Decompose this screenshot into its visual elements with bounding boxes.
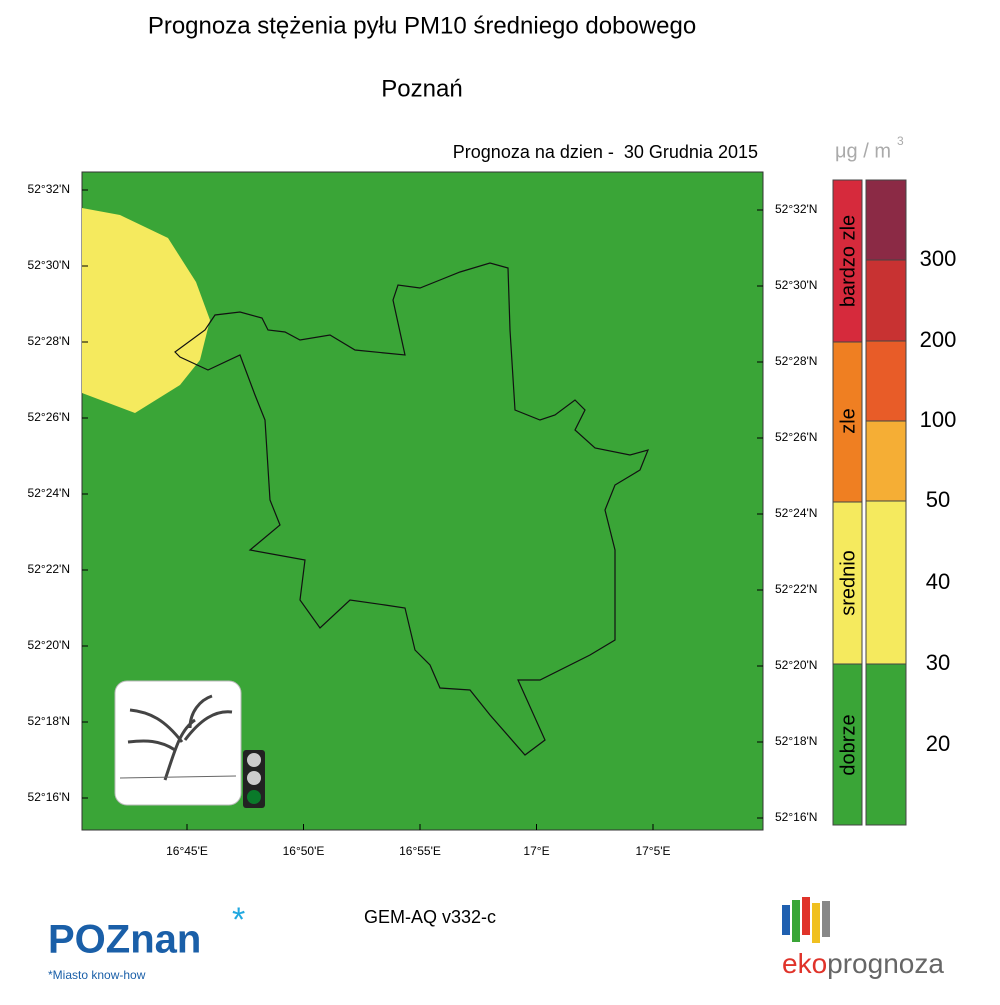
unit: μg / m [835, 140, 891, 162]
lat-label: 52°24'N [775, 506, 817, 520]
lat-label: 52°28'N [28, 334, 70, 348]
tagline-text: Miasto know-how [53, 968, 146, 982]
ekoprognoza-logo: ekoprognoza [782, 897, 944, 979]
category-label: srednio [837, 550, 859, 616]
category-label: bardzo zle [837, 215, 859, 307]
logo-bar [822, 901, 830, 937]
lat-label: 52°30'N [28, 258, 70, 272]
band [865, 259, 907, 342]
level-label: 20 [926, 731, 950, 756]
logo-b: prognoza [827, 948, 944, 979]
weather-icon [114, 680, 265, 808]
logo-bar [812, 903, 820, 943]
level-label: 100 [920, 407, 957, 432]
category-label: dobrze [837, 714, 859, 775]
band [865, 500, 907, 665]
poznan-logo: POZnan * *Miasto know-how [48, 901, 245, 982]
lat-label: 52°26'N [28, 410, 70, 424]
lat-label: 52°30'N [775, 278, 817, 292]
band [865, 340, 907, 422]
light [247, 753, 261, 767]
lon-label: 16°55'E [399, 844, 441, 858]
level-label: 300 [920, 246, 957, 271]
level-label: 200 [920, 327, 957, 352]
lat-label: 52°18'N [775, 734, 817, 748]
band [865, 179, 907, 261]
pollution-zone [82, 208, 210, 413]
lat-label: 52°18'N [28, 714, 70, 728]
lat-label: 52°16'N [28, 790, 70, 804]
logo-bar [782, 905, 790, 935]
light [247, 790, 261, 804]
lon-label: 16°50'E [283, 844, 325, 858]
category-label: zle [837, 408, 859, 434]
tree [127, 694, 233, 781]
forecast-date: Prognoza na dzien - 30 Grudnia 2015 [453, 142, 758, 162]
tagline: *Miasto know-how [48, 968, 146, 982]
lat-label: 52°20'N [775, 658, 817, 672]
lat-label: 52°32'N [28, 182, 70, 196]
logo-a: eko [782, 948, 827, 979]
light [247, 771, 261, 785]
lat-label: 52°16'N [775, 810, 817, 824]
unit-power: 3 [897, 134, 904, 148]
lat-label: 52°32'N [775, 202, 817, 216]
level-label: 50 [926, 487, 950, 512]
lat-label: 52°24'N [28, 486, 70, 500]
logo-bar [792, 900, 800, 942]
logo-text: ekoprognoza [782, 948, 944, 979]
logo-bar [802, 897, 810, 935]
lat-label: 52°28'N [775, 354, 817, 368]
lat-label: 52°20'N [28, 638, 70, 652]
city-boundary [174, 262, 650, 756]
band [832, 663, 863, 826]
map: 52°32'N 52°30'N 52°28'N 52°26'N 52°24'N 52°22… [28, 171, 817, 858]
city: Poznań [381, 75, 462, 102]
title: Prognoza stężenia pyłu PM10 średniego do… [148, 12, 696, 39]
band [865, 663, 907, 826]
level-label: 30 [926, 650, 950, 675]
logo-star: * [232, 901, 245, 939]
level-label: 40 [926, 569, 950, 594]
band [832, 341, 863, 503]
lon-label: 17°5'E [635, 844, 670, 858]
band [832, 179, 863, 343]
lat-label: 52°22'N [775, 582, 817, 596]
lon-label: 17°E [523, 844, 549, 858]
band [832, 501, 863, 665]
lat-label: 52°26'N [775, 430, 817, 444]
band [865, 420, 907, 502]
lon-label: 16°45'E [166, 844, 208, 858]
legend: μg / m 3 bardzo zle zle srednio dobrze 300 20… [832, 134, 957, 826]
model: GEM-AQ v332-c [364, 907, 496, 927]
lat-label: 52°22'N [28, 562, 70, 576]
ground [119, 775, 237, 779]
logo-text: POZnan [48, 918, 201, 962]
